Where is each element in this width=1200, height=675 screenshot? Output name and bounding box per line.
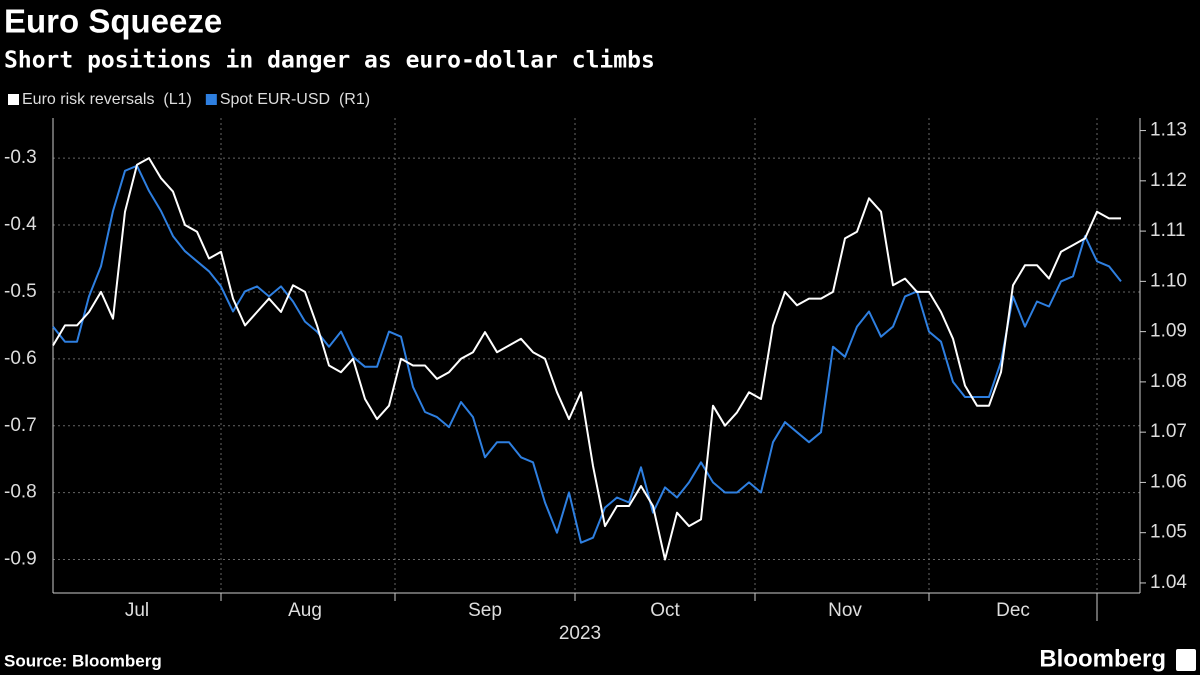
logo-icon	[1176, 649, 1196, 671]
x-tick-label: Nov	[828, 600, 862, 621]
series-line	[52, 164, 1122, 544]
y2-tick-label: 1.05	[1150, 522, 1187, 543]
y-tick-label: -0.6	[4, 348, 37, 369]
legend-swatch	[205, 94, 217, 105]
y2-tick-label: 1.06	[1150, 471, 1187, 492]
y-tick-label: -0.9	[4, 549, 37, 570]
source: Source: Bloomberg	[4, 651, 162, 670]
x-tick-label: Dec	[996, 600, 1030, 621]
x-axis-label: 2023	[559, 623, 601, 644]
series-line	[52, 157, 1121, 561]
y2-tick-label: 1.04	[1150, 572, 1187, 593]
legend-label: Euro risk reversals (L1)	[22, 91, 192, 108]
chart-title: Euro Squeeze	[4, 3, 222, 40]
chart-subtitle: Short positions in danger as euro-dollar…	[4, 48, 655, 74]
y2-tick-label: 1.13	[1150, 120, 1187, 141]
y2-tick-label: 1.07	[1150, 421, 1187, 442]
y-tick-label: -0.7	[4, 415, 37, 436]
x-tick-label: Oct	[650, 600, 680, 621]
legend-swatch	[8, 94, 19, 105]
x-tick-label: Jul	[125, 600, 149, 621]
y2-tick-label: 1.12	[1150, 170, 1187, 191]
y2-tick-label: 1.09	[1150, 321, 1187, 342]
y2-tick-label: 1.08	[1150, 371, 1187, 392]
y2-tick-label: 1.11	[1150, 220, 1186, 241]
logo: Bloomberg	[1039, 645, 1166, 672]
y-tick-label: -0.5	[4, 281, 37, 302]
x-tick-label: Sep	[468, 600, 502, 621]
y-tick-label: -0.8	[4, 482, 37, 503]
y-tick-label: -0.4	[4, 214, 37, 235]
y2-tick-label: 1.10	[1150, 270, 1187, 291]
x-tick-label: Aug	[288, 600, 322, 621]
legend-label: Spot EUR-USD (R1)	[220, 91, 370, 108]
y-tick-label: -0.3	[4, 147, 37, 168]
